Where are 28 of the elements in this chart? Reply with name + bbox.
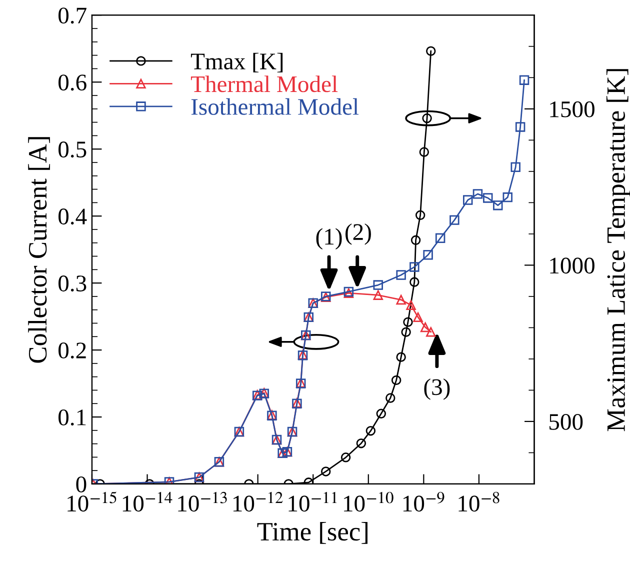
legend-label: Thermal Model <box>190 76 338 92</box>
x-axis-title: Time [sec] <box>257 522 368 544</box>
legend-label: Isothermal Model <box>191 98 359 115</box>
y-tick-label: 0.6 <box>58 74 86 91</box>
y-tick-label: 0.2 <box>58 342 86 359</box>
y-tick-label: 0 <box>76 476 86 492</box>
x-tick-label: 10$^{−14}$ <box>122 492 172 512</box>
x-tick-label: 10$^{−15}$ <box>68 492 116 512</box>
x-tick-label: 10$^{−9}$ <box>403 492 444 512</box>
y-tick-label: 0.4 <box>58 208 87 225</box>
y2-tick-label: 1500 <box>550 101 594 118</box>
y2-tick-label: 500 <box>550 414 583 430</box>
y2-axis-title: Maximum Latice Temperature [K] <box>606 69 630 432</box>
y-tick-label: 0.5 <box>58 142 86 158</box>
y-tick-label: 0.3 <box>58 276 86 292</box>
x-tick-label: 10$^{−12}$ <box>233 492 283 512</box>
y2-tick-label: 1000 <box>550 258 594 274</box>
legend-label: Tmax [K] <box>190 52 283 72</box>
y-axis-title: Collector Current [A] <box>28 137 50 363</box>
x-tick-label: 10$^{−11}$ <box>288 492 337 512</box>
x-tick-label: 10$^{−8}$ <box>458 492 500 512</box>
x-tick-label: 10$^{−10}$ <box>344 492 394 512</box>
annotation: (3) <box>424 378 450 400</box>
annotation: (2) <box>345 223 371 245</box>
annotation: (1) <box>316 228 342 250</box>
y-tick-label: 0.7 <box>58 8 86 24</box>
x-tick-label: 10$^{−13}$ <box>178 492 227 512</box>
y-tick-label: 0.1 <box>58 409 86 426</box>
